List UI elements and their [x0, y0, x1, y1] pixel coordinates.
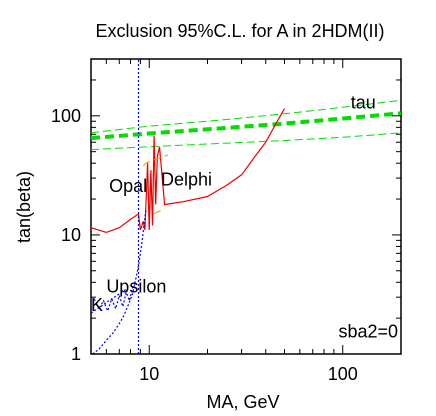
annotation-opal: Opal: [109, 176, 147, 196]
annotation-sba2-0: sba2=0: [338, 321, 398, 341]
x-tick-label: 10: [139, 364, 159, 384]
series-tau-upper: [90, 99, 402, 134]
series-upsilon-inner: [93, 282, 137, 313]
series-opal: [142, 154, 169, 167]
x-tick-label: 100: [328, 364, 358, 384]
y-tick-label: 100: [51, 106, 81, 126]
annotation-tau: tau: [351, 93, 376, 113]
series-opal-lower: [153, 208, 165, 215]
series-k-curve: [90, 288, 127, 314]
annotation-k: K: [91, 295, 103, 315]
tick-layer: 10 100 1 10 100: [51, 58, 402, 384]
plot-frame: [90, 58, 402, 355]
series-tau-central: [90, 111, 402, 141]
series-tau-lower: [90, 132, 402, 151]
y-axis-label: tan(beta): [14, 171, 34, 243]
x-axis-label: MA, GeV: [206, 392, 279, 412]
series-upsilon-outer: [92, 210, 147, 355]
y-tick-label: 10: [61, 225, 81, 245]
series-layer: [90, 59, 402, 355]
y-tick-label: 1: [71, 344, 81, 364]
chart-title: Exclusion 95%C.L. for A in 2HDM(II): [95, 21, 384, 41]
annotation-upsilon: Upsilon: [106, 276, 166, 296]
annotation-delphi: Delphi: [161, 169, 212, 189]
